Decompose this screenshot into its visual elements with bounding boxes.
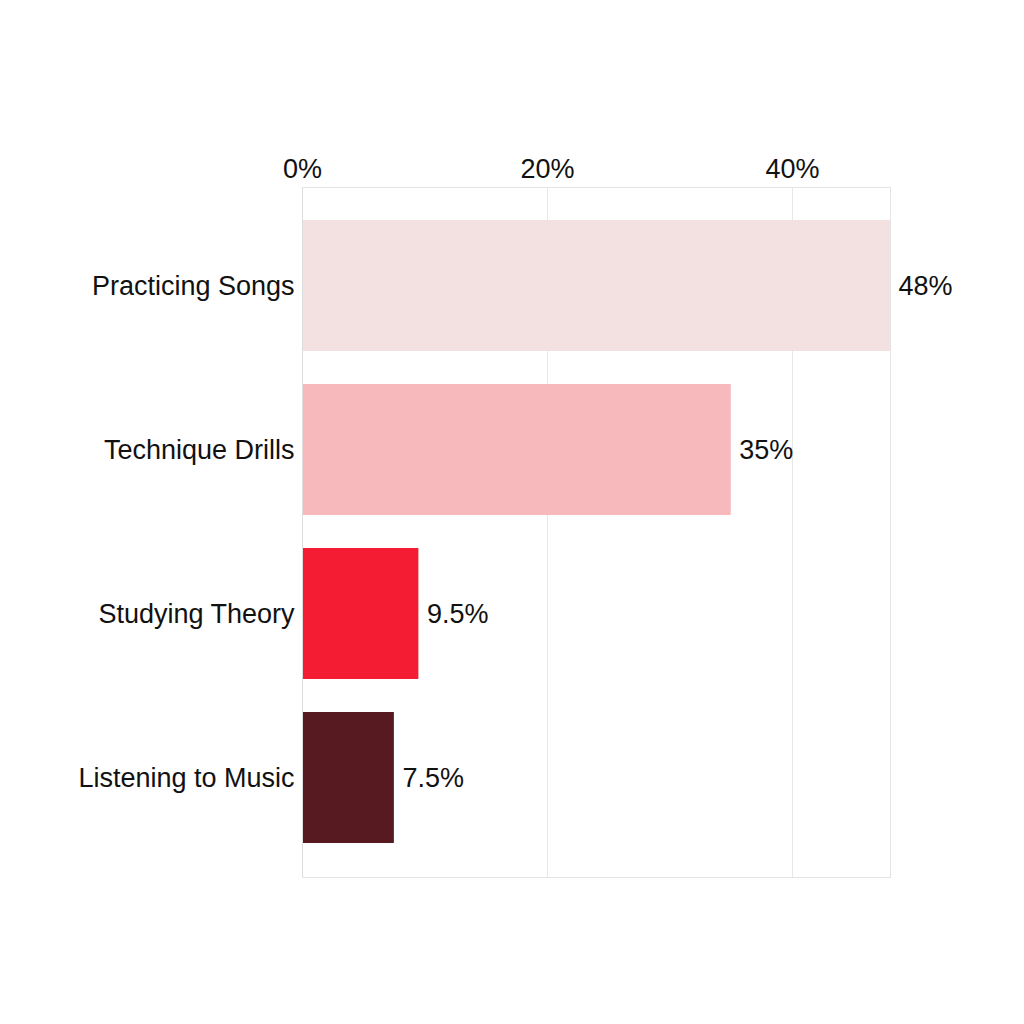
svg-text:20%: 20% xyxy=(520,154,574,184)
svg-text:7.5%: 7.5% xyxy=(402,763,464,793)
svg-text:40%: 40% xyxy=(765,154,819,184)
svg-text:Technique Drills: Technique Drills xyxy=(104,435,295,465)
svg-text:35%: 35% xyxy=(739,435,793,465)
svg-text:Listening to Music: Listening to Music xyxy=(78,763,294,793)
svg-text:Practicing Songs: Practicing Songs xyxy=(92,271,295,301)
svg-text:0%: 0% xyxy=(283,154,322,184)
svg-text:Studying Theory: Studying Theory xyxy=(98,599,295,629)
svg-text:48%: 48% xyxy=(899,271,953,301)
svg-text:9.5%: 9.5% xyxy=(427,599,489,629)
